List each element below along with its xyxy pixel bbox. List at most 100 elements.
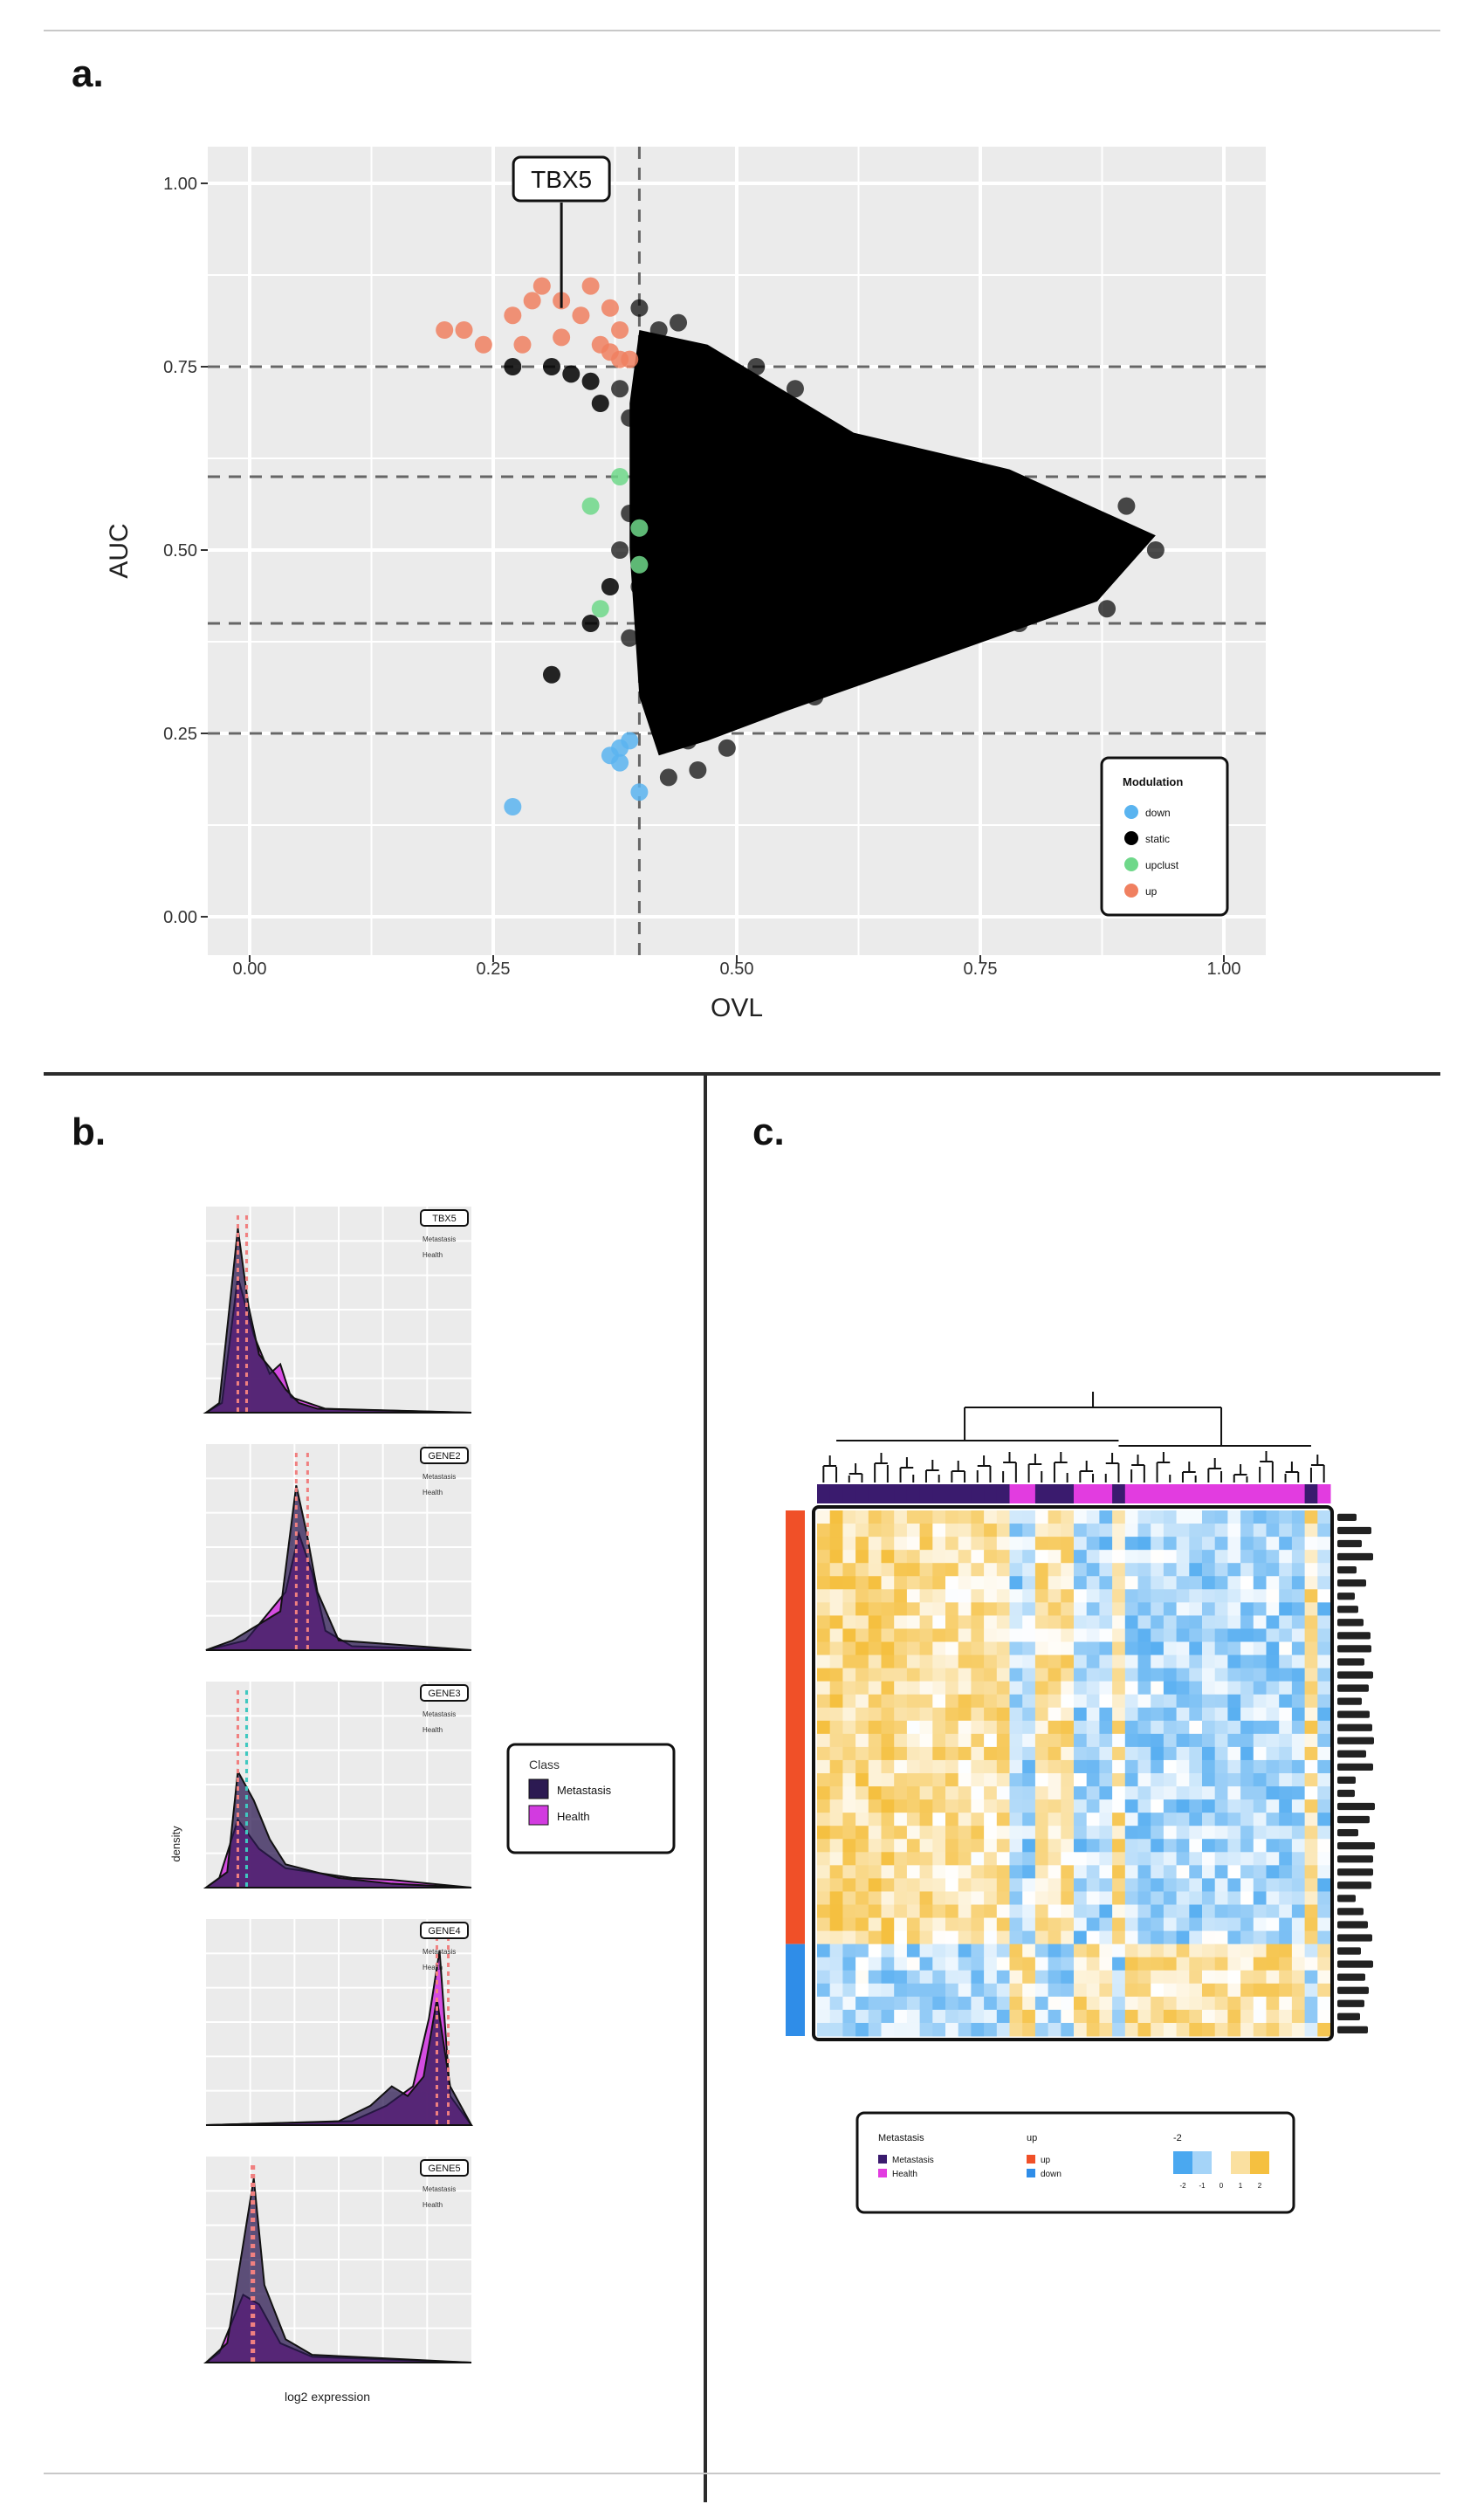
column-class-cell (919, 1484, 933, 1503)
heatmap-cell (1240, 1943, 1254, 1958)
heatmap-cell (1061, 1943, 1075, 1958)
heatmap-cell (971, 1799, 985, 1813)
column-class-cell (971, 1484, 985, 1503)
x-tick-label: 1.00 (1207, 960, 1241, 979)
heatmap-cell (1009, 2009, 1023, 2024)
scatter-y-axis-label: AUC (105, 523, 134, 578)
heatmap-cell (868, 1970, 882, 1985)
column-class-cell (958, 1484, 972, 1503)
heatmap-cell (945, 1746, 959, 1761)
heatmap-cell (1202, 1733, 1216, 1748)
heatmap-cell (1137, 1904, 1151, 1919)
column-class-cell (1240, 1484, 1254, 1503)
heatmap-cell (1291, 1628, 1306, 1642)
heatmap-cell (1189, 1799, 1203, 1813)
heatmap-cell (881, 1759, 895, 1774)
heatmap-cell (1317, 1970, 1331, 1985)
heatmap-cell (1189, 1628, 1203, 1642)
heatmap-cell (1099, 1641, 1113, 1656)
heatmap-cell (984, 1510, 998, 1524)
heatmap-cell (1266, 1524, 1280, 1538)
heatmap-cell (1086, 1707, 1100, 1722)
heatmap-cell (1304, 1891, 1318, 1905)
heatmap-cell (932, 1852, 946, 1866)
heatmap-cell (1176, 1746, 1190, 1761)
heatmap-cell (906, 1733, 921, 1748)
heatmap-colorbar: -2 -1 0 1 2 (1173, 2151, 1269, 2190)
heatmap-cell (894, 1759, 908, 1774)
heatmap-cell (1189, 1996, 1203, 2011)
heatmap-cell (881, 1970, 895, 1985)
heatmap-cell (984, 2022, 998, 2037)
heatmap-cell (868, 1602, 882, 1616)
heatmap-cell (1214, 1759, 1228, 1774)
heatmap-cell (1202, 1681, 1216, 1696)
heatmap-cell (1086, 1904, 1100, 1919)
heatmap-cell (1009, 1773, 1023, 1787)
heatmap-cell (1279, 1694, 1293, 1709)
heatmap-cell (855, 1550, 869, 1564)
heatmap-cell (958, 1878, 972, 1892)
heatmap-cell (1240, 1746, 1254, 1761)
heatmap-cell (1048, 1773, 1061, 1787)
heatmap-cell (1137, 1852, 1151, 1866)
heatmap-cell (829, 1799, 843, 1813)
heatmap-cell (996, 1891, 1010, 1905)
heatmap-cell (1317, 1589, 1331, 1603)
heatmap-cell (842, 1970, 856, 1985)
heatmap-cell (919, 1589, 933, 1603)
heatmap-cell (1009, 1983, 1023, 1998)
row-label-mark (1337, 2012, 1360, 2020)
heatmap-cell (1253, 2022, 1267, 2037)
heatmap-cell (1189, 1707, 1203, 1722)
heatmap-cell (1214, 1930, 1228, 1945)
heatmap-cell (1279, 1891, 1293, 1905)
heatmap-cell (1137, 1576, 1151, 1590)
heatmap-cell (1176, 2009, 1190, 2024)
colorbar-tick: 2 (1258, 2182, 1262, 2190)
heatmap-cell (1048, 1970, 1061, 1985)
heatmap-cell (1048, 1681, 1061, 1696)
heatmap-cell (894, 1786, 908, 1800)
heatmap-cell (1048, 2022, 1061, 2037)
heatmap-cell (1202, 1970, 1216, 1985)
heatmap-cell (894, 1655, 908, 1669)
heatmap-cell (919, 1563, 933, 1577)
heatmap-cell (855, 1996, 869, 2011)
heatmap-cell (1061, 1550, 1075, 1564)
heatmap-cell (894, 1707, 908, 1722)
heatmap-cell (1048, 1641, 1061, 1656)
heatmap-cell (1074, 1524, 1088, 1538)
heatmap-cell (1253, 1826, 1267, 1840)
heatmap-cell (932, 1826, 946, 1840)
heatmap-cell (1189, 1510, 1203, 1524)
heatmap-cell (1151, 1852, 1165, 1866)
heatmap-cell (932, 1773, 946, 1787)
heatmap-cell (1124, 1852, 1138, 1866)
heatmap-cell (906, 1550, 921, 1564)
heatmap-cell (1279, 1681, 1293, 1696)
heatmap-cell (1137, 1681, 1151, 1696)
heatmap-cell (817, 1865, 831, 1879)
heatmap-cell (1317, 1943, 1331, 1958)
heatmap-cell (906, 1589, 921, 1603)
heatmap-cell (1176, 1786, 1190, 1800)
y-tick-label: 0.50 (163, 541, 197, 561)
heatmap-cell (1137, 1524, 1151, 1538)
heatmap-cell (829, 1602, 843, 1616)
heatmap-cell (1202, 1524, 1216, 1538)
heatmap-cell (1227, 1799, 1241, 1813)
heatmap-cell (1124, 1943, 1138, 1958)
heatmap-cell (906, 1524, 921, 1538)
heatmap-cell (1048, 1655, 1061, 1669)
heatmap-cell (1124, 1826, 1138, 1840)
column-class-cell (1279, 1484, 1293, 1503)
heatmap-cell (842, 1957, 856, 1971)
y-tick-label: 1.00 (163, 175, 197, 194)
heatmap-cell (894, 1694, 908, 1709)
heatmap-cell (1009, 2022, 1023, 2037)
row-label-mark (1337, 1947, 1361, 1955)
heatmap-cell (855, 1943, 869, 1958)
metastasis-density-area (203, 2177, 472, 2363)
heatmap-cell (1112, 1983, 1126, 1998)
